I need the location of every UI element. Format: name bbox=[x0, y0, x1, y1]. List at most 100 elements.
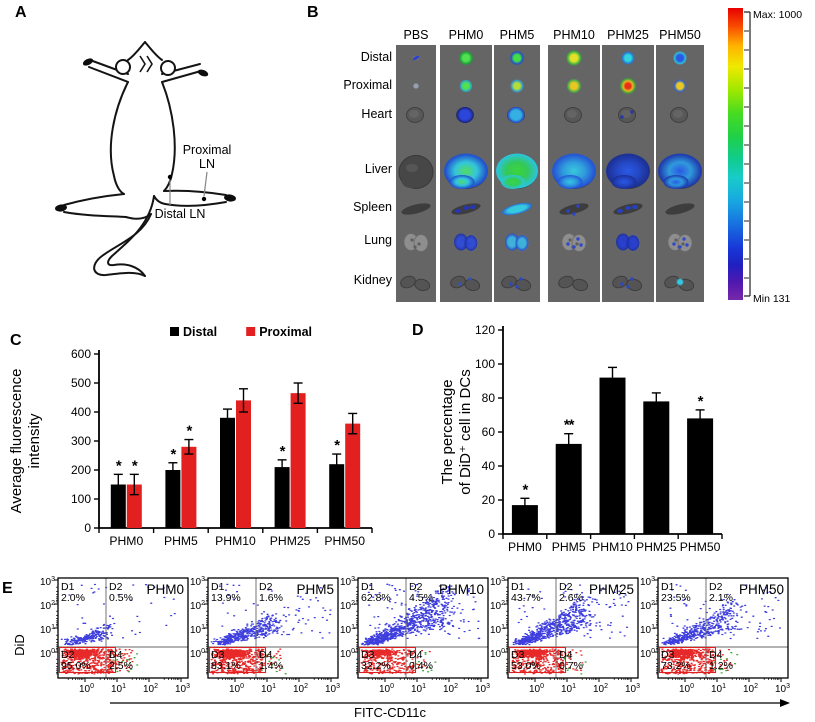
mouse-ear-right bbox=[160, 60, 176, 76]
organ-kidney bbox=[572, 278, 589, 292]
y-tick-label: 101 bbox=[190, 624, 205, 636]
x-tick-label: 102 bbox=[593, 683, 608, 695]
organ-strip-PHM5 bbox=[494, 45, 540, 302]
panel-b-column-header-PHM0: PHM0 bbox=[448, 28, 484, 42]
organ-lung-texture bbox=[413, 245, 417, 249]
fluor-signal bbox=[515, 285, 519, 289]
fluor-signal bbox=[663, 175, 689, 189]
x-tick-label: 102 bbox=[293, 683, 308, 695]
mouse-outline bbox=[164, 201, 227, 207]
fluor-signal bbox=[458, 50, 474, 66]
mouse-hind-paw bbox=[224, 194, 236, 202]
fluor-signal bbox=[572, 245, 576, 249]
quadrant-d3-name: D3 bbox=[361, 649, 375, 661]
plot-title: PHM25 bbox=[589, 582, 634, 597]
bar-proximal bbox=[181, 446, 197, 528]
quadrant-d1-name: D1 bbox=[661, 581, 675, 593]
mouse-outline bbox=[161, 70, 202, 83]
quadrant-d2-name: D2 bbox=[109, 581, 123, 593]
panel-b-column-header-PHM5: PHM5 bbox=[499, 28, 535, 42]
y-tick-label: 100 bbox=[40, 648, 55, 660]
fluor-signal bbox=[672, 242, 676, 246]
x-tick-label: 101 bbox=[711, 683, 726, 695]
organ-heart-highlight bbox=[409, 110, 419, 118]
gate-rect bbox=[208, 646, 267, 674]
x-category-label: PHM25 bbox=[270, 534, 311, 548]
y-tick-label: 101 bbox=[40, 624, 55, 636]
significance-star: * bbox=[280, 443, 286, 460]
mouse-outline bbox=[107, 195, 155, 277]
y-tick-label: 100 bbox=[490, 648, 505, 660]
gate-rect bbox=[658, 646, 717, 674]
bar-proximal bbox=[345, 423, 361, 528]
x-tick-label: 102 bbox=[443, 683, 458, 695]
fluor-signal bbox=[501, 202, 533, 216]
mouse-head-mark bbox=[139, 55, 146, 73]
organ-kidney bbox=[515, 278, 532, 292]
plot-title: PHM10 bbox=[439, 582, 484, 597]
quadrant-d2-name: D2 bbox=[409, 581, 423, 593]
bar-proximal bbox=[126, 484, 142, 528]
y-tick-label: 103 bbox=[40, 576, 55, 588]
proximal-ln-dot bbox=[201, 196, 207, 202]
fluorescence-colorbar: Max: 1000 Min 131 bbox=[728, 8, 802, 305]
blue-events bbox=[60, 583, 176, 646]
quadrant-d4-name: D4 bbox=[259, 649, 273, 661]
fluor-signal bbox=[685, 243, 689, 247]
organ-lung bbox=[677, 234, 693, 252]
blue-events bbox=[360, 583, 481, 646]
organ-heart-highlight bbox=[621, 110, 631, 118]
organ-strip-PHM0 bbox=[440, 45, 492, 302]
fluor-signal bbox=[576, 204, 580, 208]
x-tick-label: 102 bbox=[143, 683, 158, 695]
red-events bbox=[360, 648, 431, 675]
x-category-label: PHM10 bbox=[592, 540, 633, 554]
panel-d-bar-chart: 0 20 40 60 80 100 120 The percentage of DiD⁺ cel… bbox=[439, 323, 723, 554]
organ-heart-highlight bbox=[673, 110, 683, 118]
panel-b-row-label-Proximal: Proximal bbox=[343, 78, 392, 92]
bar-did-cells-in-dcs bbox=[687, 418, 714, 534]
x-axis-arrowhead bbox=[780, 699, 790, 707]
organ-strip-PHM10 bbox=[548, 45, 600, 302]
y-tick-label: 100 bbox=[640, 648, 655, 660]
proximal-ln-label: Proximal bbox=[183, 143, 232, 157]
mouse-outline bbox=[63, 193, 125, 206]
y-tick-label: 80 bbox=[482, 391, 496, 405]
fluor-signal bbox=[566, 242, 570, 246]
y-tick-label: 102 bbox=[190, 600, 205, 612]
panel-b-row-label-Lung: Lung bbox=[364, 233, 392, 247]
y-tick-label: 103 bbox=[190, 576, 205, 588]
colorbar-max-label: Max: 1000 bbox=[753, 9, 802, 21]
organ-lung bbox=[413, 234, 429, 252]
significance-star: * bbox=[334, 437, 340, 454]
x-tick-label: 100 bbox=[229, 683, 244, 695]
blue-events bbox=[210, 583, 332, 646]
plot-title: PHM50 bbox=[739, 582, 784, 597]
quadrant-d2-pct: 2.6% bbox=[559, 592, 583, 604]
green-events bbox=[711, 652, 739, 674]
quadrant-d4-pct: 1.4% bbox=[259, 660, 283, 672]
panel-b-column-header-PBS: PBS bbox=[403, 28, 429, 42]
x-category-label: PHM0 bbox=[508, 540, 542, 554]
bar-proximal bbox=[236, 400, 251, 528]
x-tick-label: 103 bbox=[325, 683, 340, 695]
fluor-signal bbox=[630, 110, 634, 114]
y-tick-label: 101 bbox=[640, 624, 655, 636]
panel-b-row-label-Distal: Distal bbox=[360, 50, 392, 64]
mouse-outline bbox=[127, 41, 146, 61]
quadrant-d1-pct: 2.0% bbox=[61, 592, 85, 604]
organ-heart-highlight bbox=[567, 110, 577, 118]
y-tick-label: 500 bbox=[71, 376, 91, 390]
fluor-signal bbox=[566, 50, 582, 66]
y-tick-label: 102 bbox=[640, 600, 655, 612]
fluor-signal bbox=[626, 285, 630, 289]
mouse-hind-paw bbox=[55, 204, 67, 212]
legend-swatch bbox=[170, 327, 179, 336]
y-tick-label: 200 bbox=[71, 463, 91, 477]
quadrant-d3-name: D3 bbox=[511, 649, 525, 661]
organ-kidney bbox=[612, 275, 628, 289]
quadrant-d3-pct: 32.2% bbox=[361, 660, 391, 672]
